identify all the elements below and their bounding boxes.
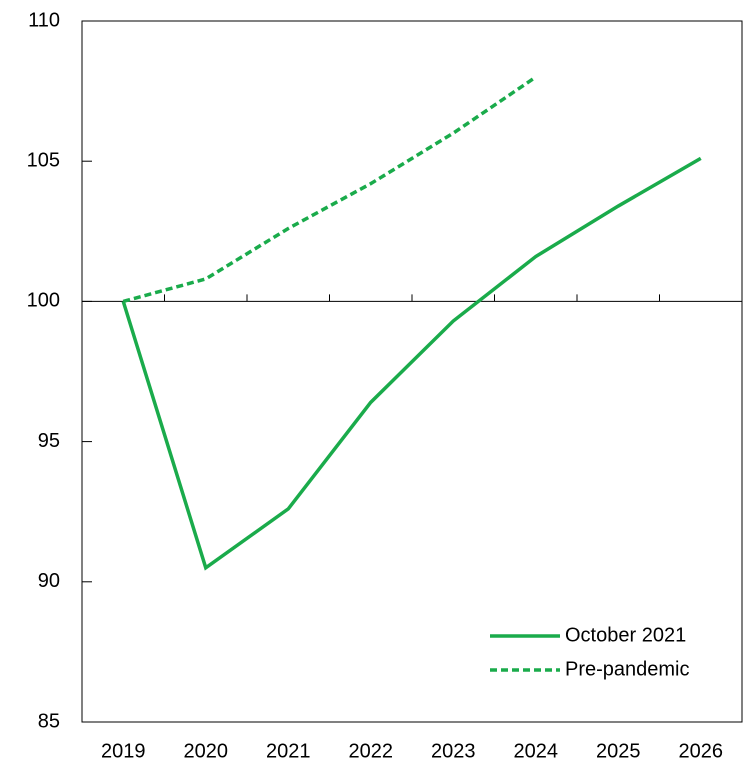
- x-tick-label: 2025: [596, 740, 641, 762]
- y-tick-label: 90: [38, 570, 60, 592]
- x-tick-label: 2023: [431, 740, 476, 762]
- plot-frame: [81, 20, 743, 723]
- x-tick-label: 2026: [679, 740, 724, 762]
- series-line: [121, 156, 702, 571]
- y-tick-label: 95: [38, 430, 60, 452]
- x-tick-label: 2024: [514, 740, 559, 762]
- x-tick-label: 2019: [101, 740, 146, 762]
- y-tick-label: 105: [27, 149, 60, 171]
- x-tick-label: 2022: [349, 740, 394, 762]
- series-line: [122, 75, 537, 304]
- y-tick-label: 85: [38, 710, 60, 732]
- legend-label: October 2021: [565, 624, 686, 646]
- legend-label: Pre-pandemic: [565, 658, 690, 680]
- y-tick-label: 110: [28, 9, 60, 31]
- x-tick-label: 2020: [184, 740, 229, 762]
- x-tick-label: 2021: [266, 740, 311, 762]
- y-tick-label: 100: [27, 290, 60, 312]
